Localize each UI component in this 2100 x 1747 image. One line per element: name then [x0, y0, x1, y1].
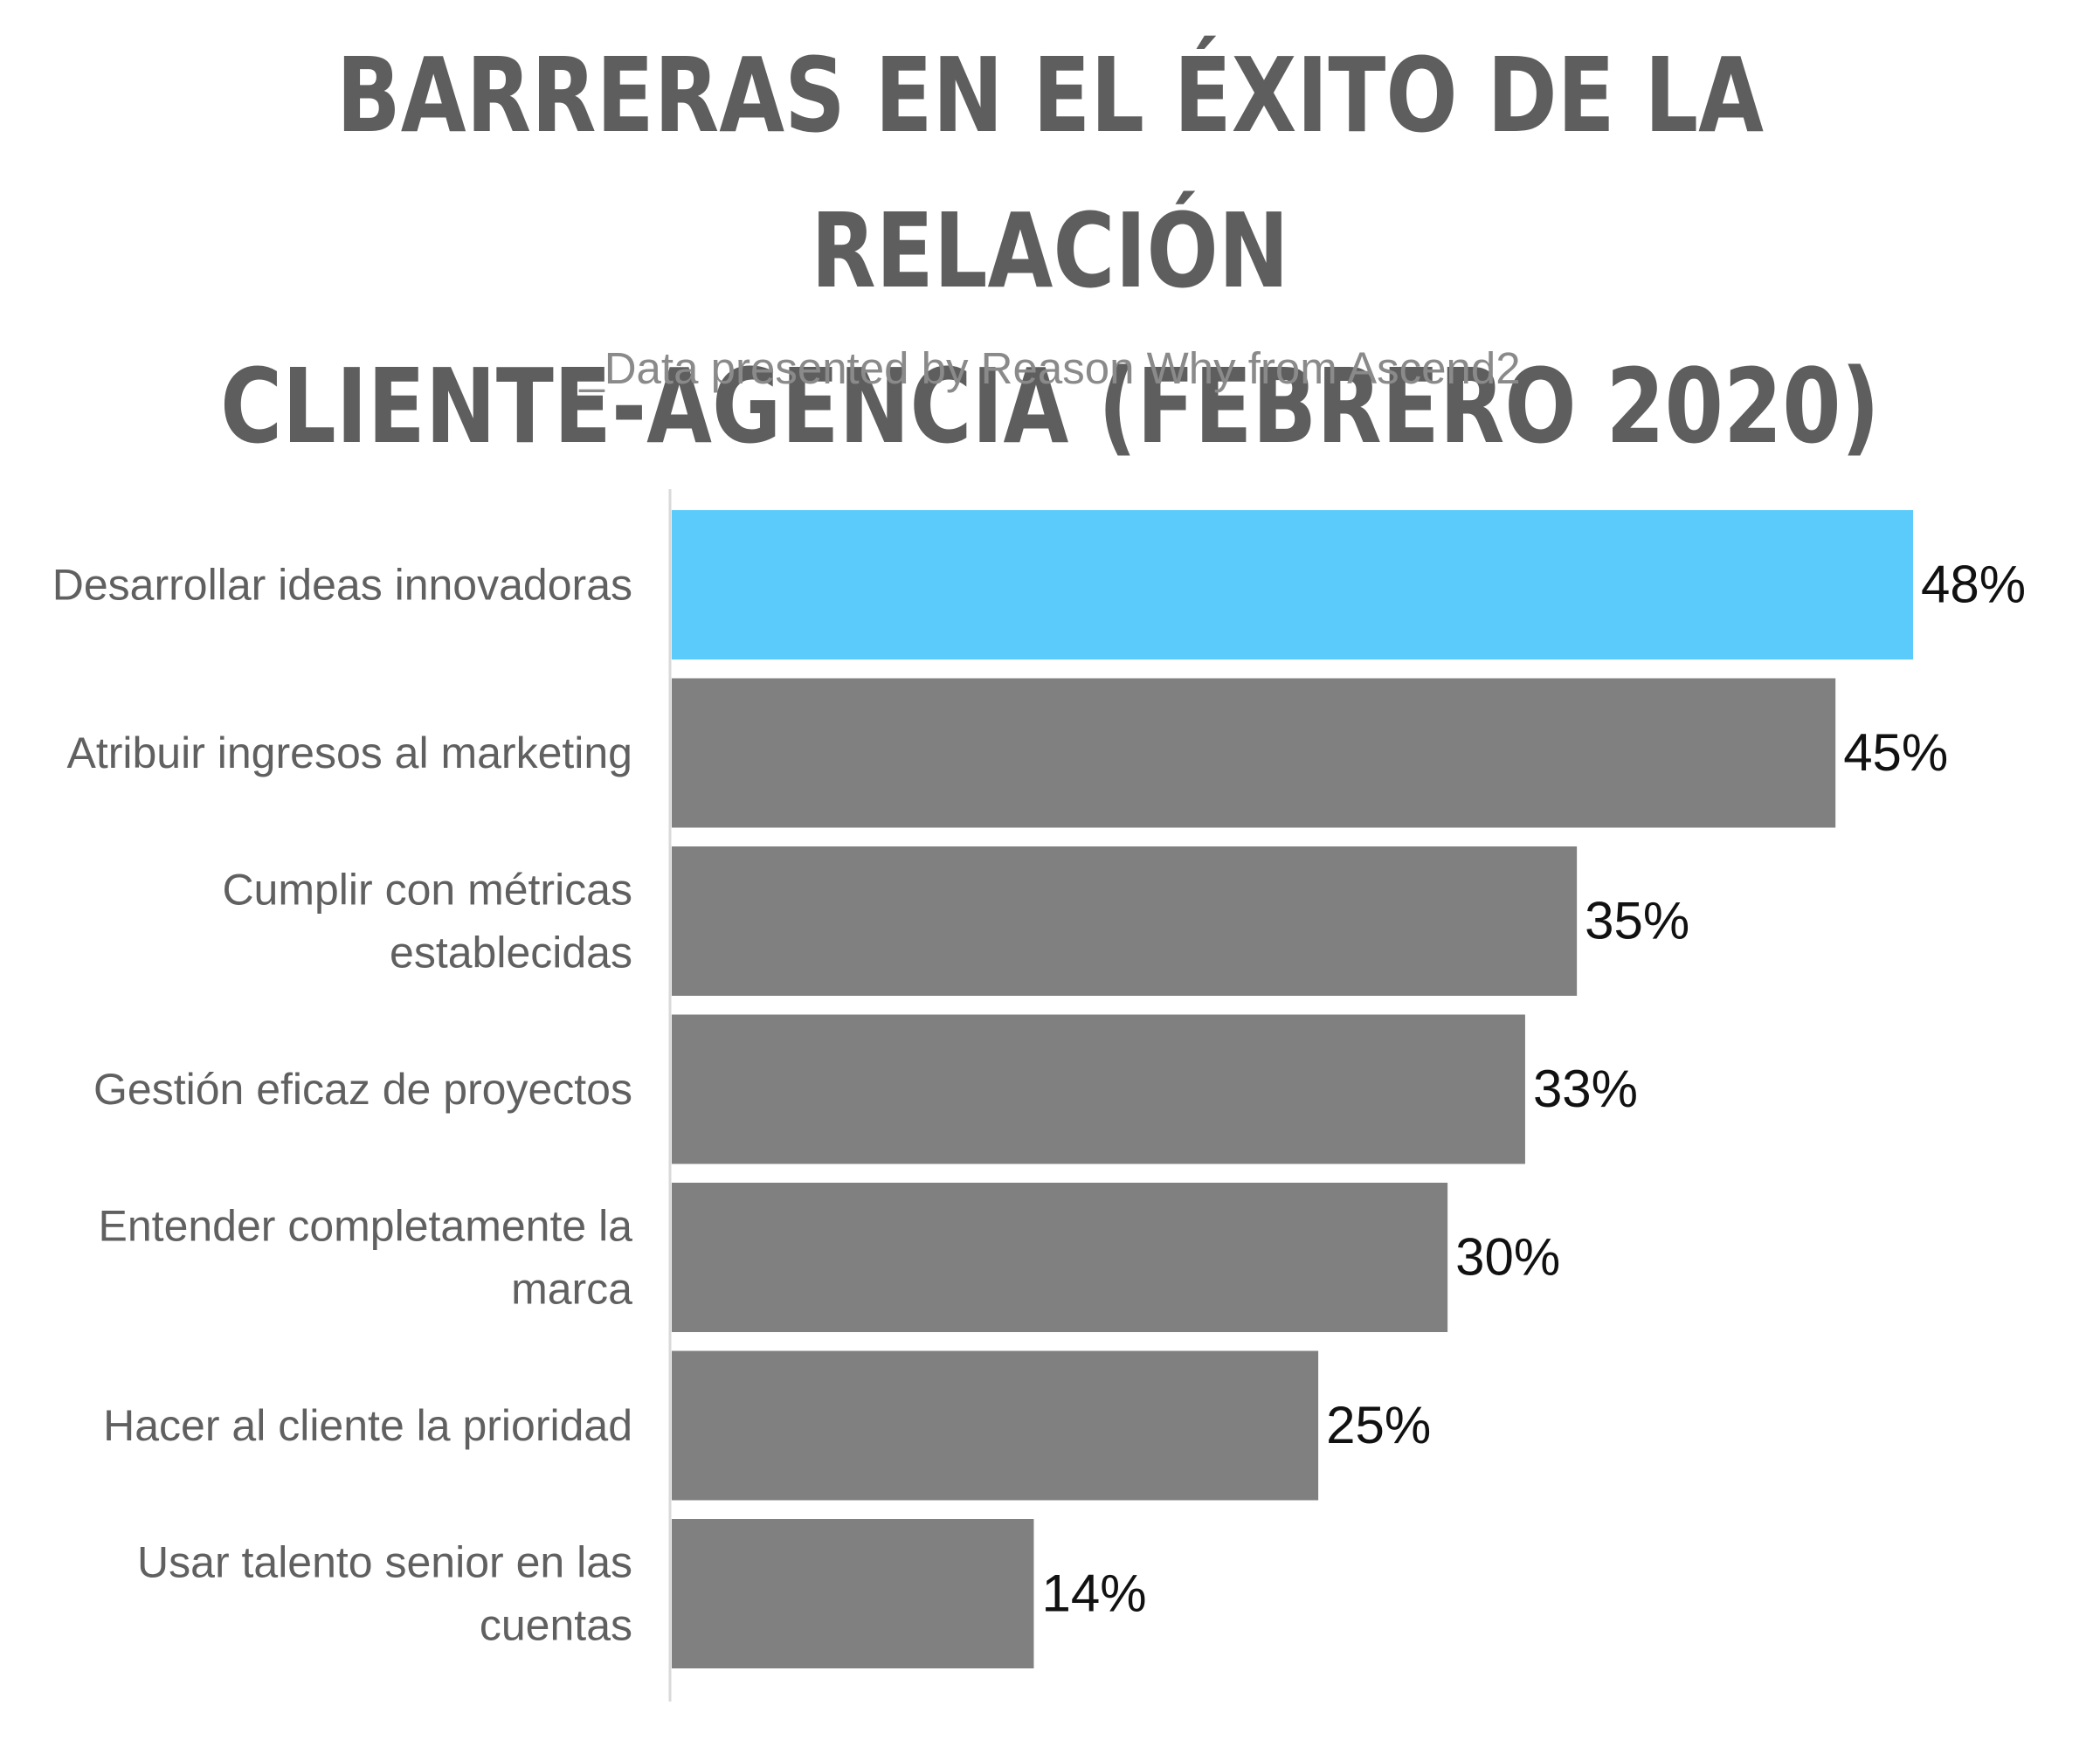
chart-title: BARRERAS EN EL ÉXITO DE LA RELACIÓN CLIE…	[189, 17, 1910, 484]
value-label-2: 35%	[1585, 892, 1689, 950]
bar-3	[672, 1014, 1525, 1164]
chart-subtitle: _Data presented by Reason Why from Ascen…	[579, 343, 1521, 393]
category-label-6-line-1: cuentas	[480, 1601, 632, 1650]
category-label-0: Desarrollar ideas innovadoras	[52, 561, 632, 610]
value-label-6: 14%	[1041, 1564, 1146, 1623]
category-label-5-line-0: Hacer al cliente la prioridad	[103, 1401, 632, 1450]
value-label-1: 45%	[1843, 723, 1948, 782]
category-label-1: Atribuir ingresos al marketing	[67, 728, 633, 777]
bar-2	[672, 846, 1578, 996]
category-label-4-line-0: Entender completamente la	[99, 1202, 633, 1251]
category-label-2-line-0: Cumplir con métricas	[222, 866, 632, 915]
bar-5	[672, 1350, 1319, 1501]
value-label-0: 48%	[1921, 556, 2026, 614]
bars-layer	[672, 510, 1913, 1668]
category-label-2-line-1: establecidas	[390, 929, 632, 977]
category-label-3-line-0: Gestión eficaz de proyectos	[93, 1065, 632, 1114]
value-labels: 48% 45% 35% 33% 30% 25% 14%	[1041, 556, 2026, 1623]
value-label-5: 25%	[1326, 1396, 1431, 1454]
bar-0	[672, 510, 1913, 659]
category-label-2: Cumplir con métricas establecidas	[222, 866, 632, 977]
chart-title-line-2: CLIENTE-AGENCIA (FEBRERO 2020)	[220, 346, 1880, 466]
category-label-3: Gestión eficaz de proyectos	[93, 1065, 632, 1114]
category-label-5: Hacer al cliente la prioridad	[103, 1401, 632, 1450]
category-label-4: Entender completamente la marca	[99, 1202, 633, 1314]
category-label-1-line-0: Atribuir ingresos al marketing	[67, 728, 633, 777]
chart-title-line-1: BARRERAS EN EL ÉXITO DE LA RELACIÓN	[335, 35, 1765, 311]
category-label-6: Usar talento senior en las cuentas	[137, 1538, 632, 1650]
category-label-0-line-0: Desarrollar ideas innovadoras	[52, 561, 632, 610]
value-label-4: 30%	[1455, 1228, 1560, 1287]
value-label-3: 33%	[1533, 1060, 1638, 1118]
bar-1	[672, 678, 1836, 828]
category-labels: Desarrollar ideas innovadoras Atribuir in…	[52, 561, 632, 1650]
category-label-4-line-1: marca	[511, 1265, 632, 1314]
bar-4	[672, 1183, 1448, 1332]
bar-6	[672, 1519, 1034, 1668]
category-label-6-line-0: Usar talento senior en las	[137, 1538, 632, 1587]
